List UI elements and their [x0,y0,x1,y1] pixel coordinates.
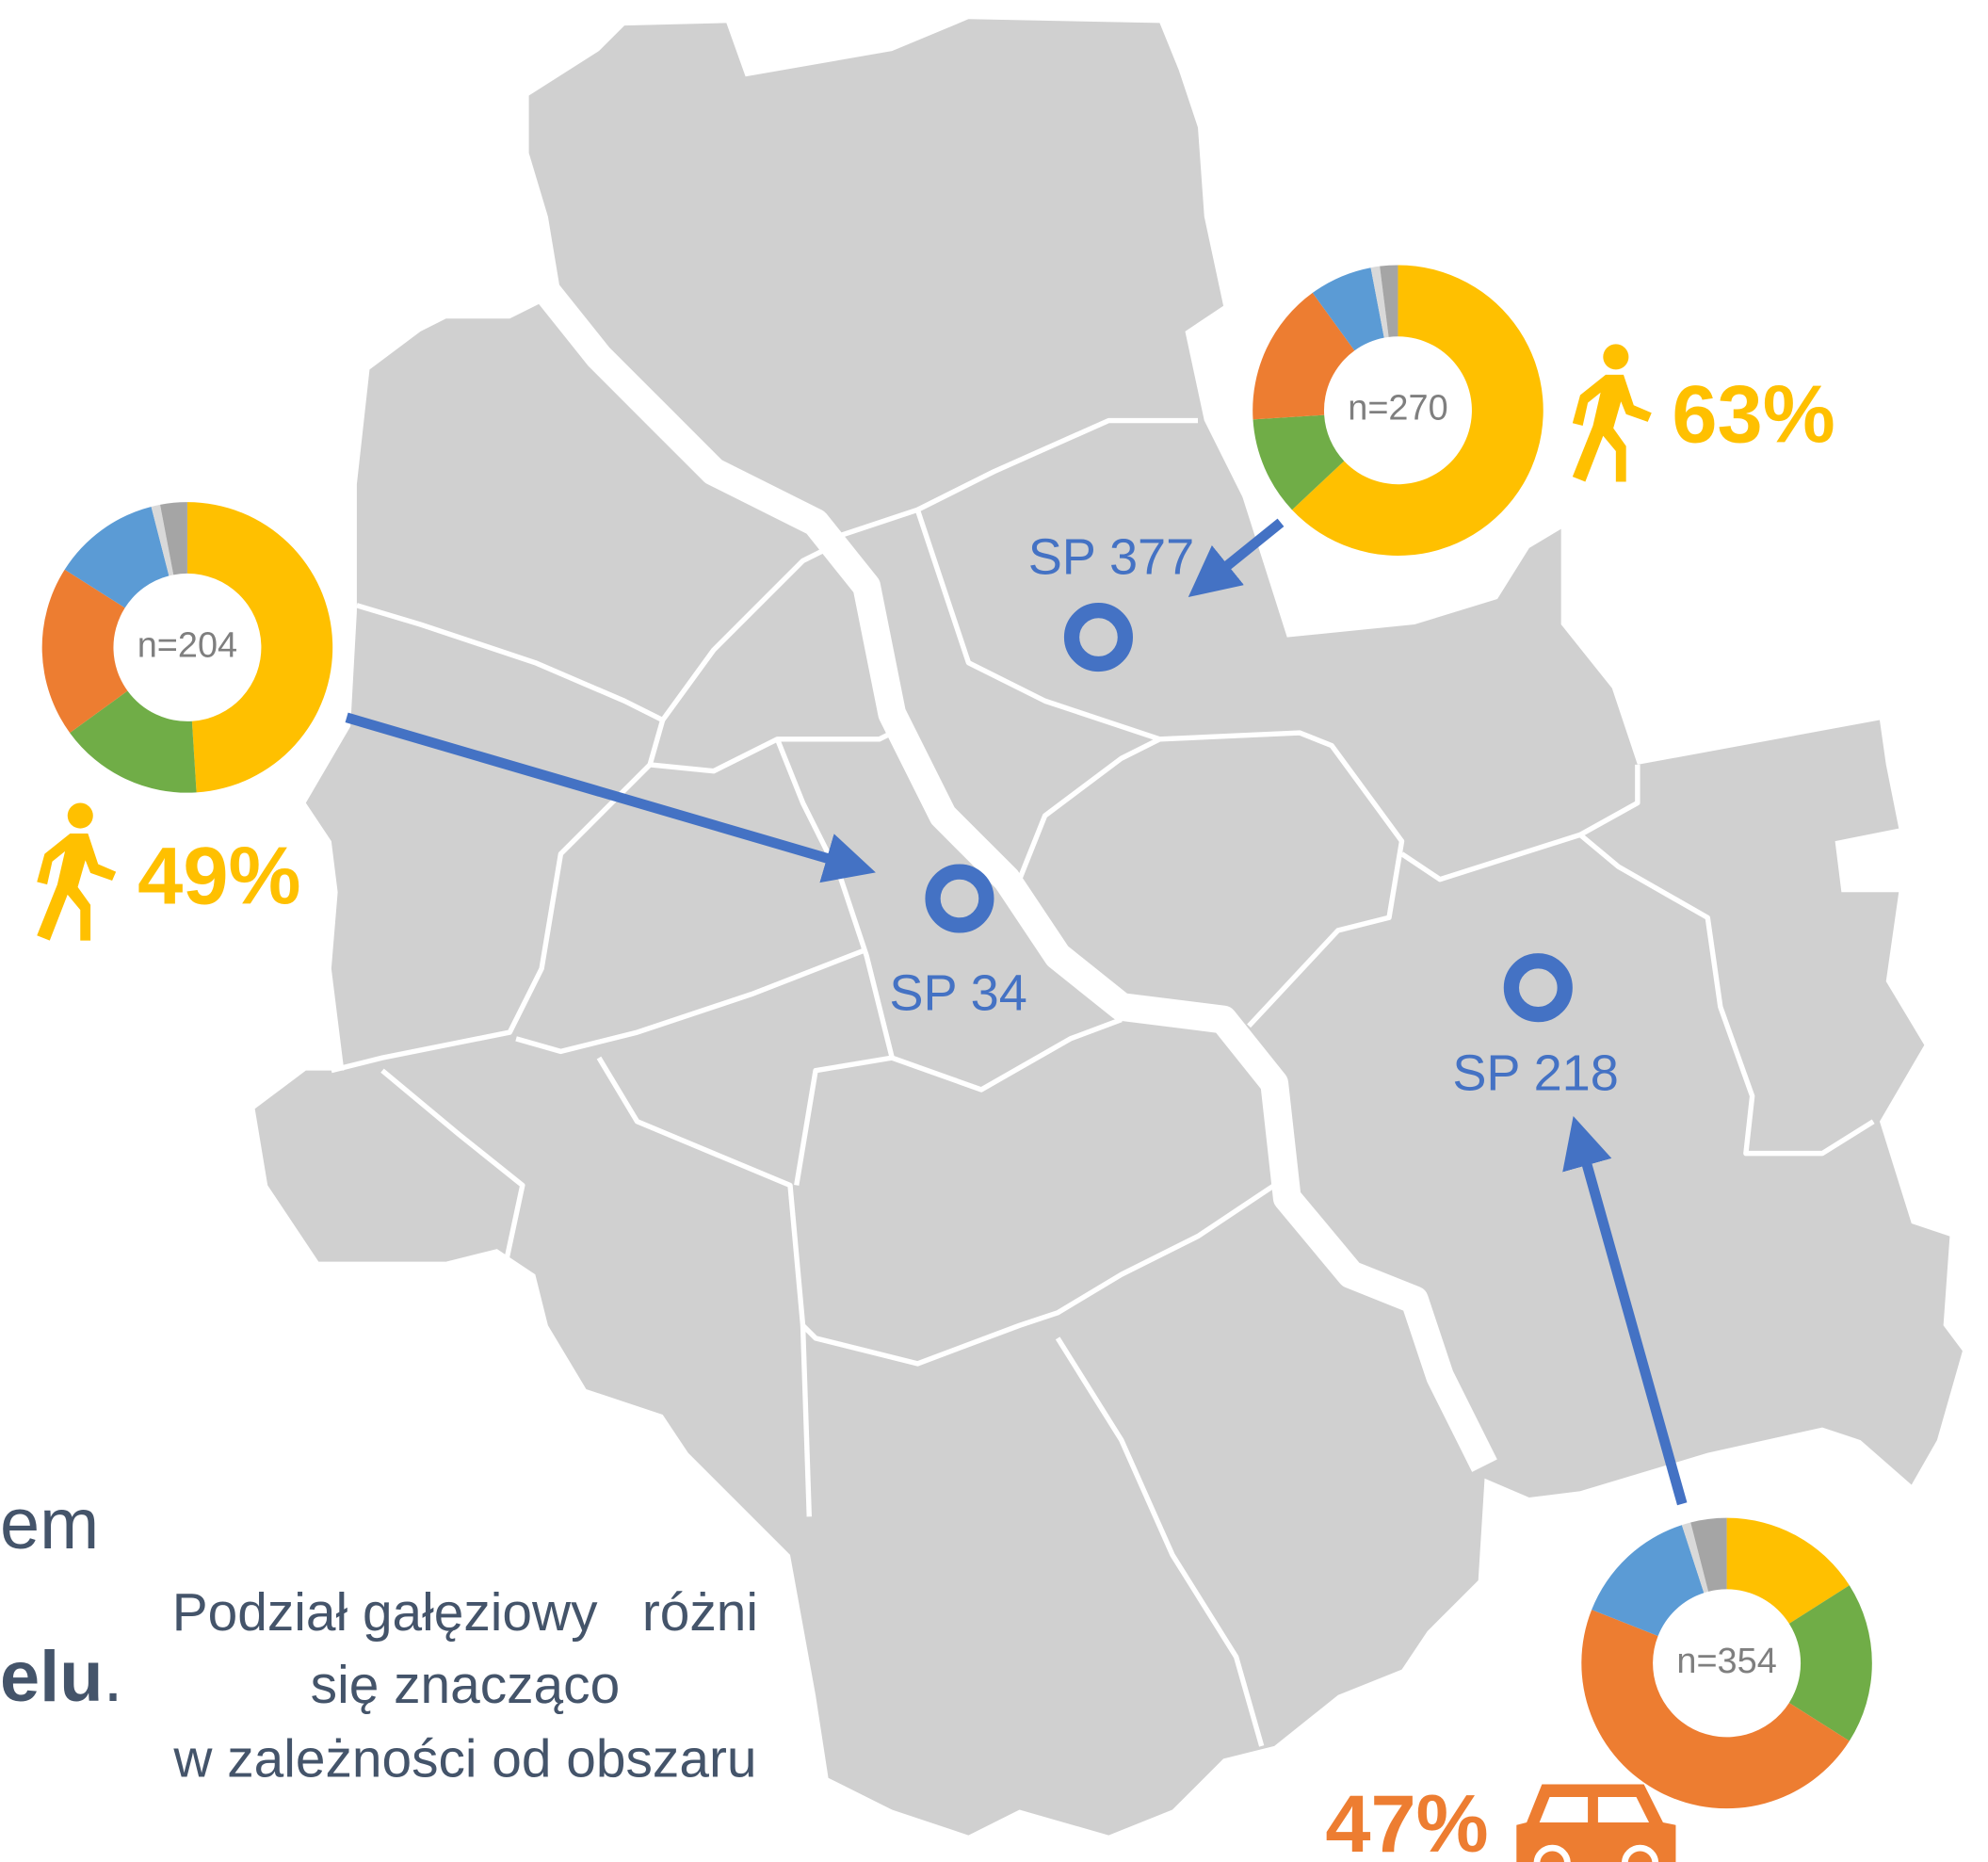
cut-text: elu. [0,1637,123,1717]
caption-line: Podział gałęziowy różni [172,1583,758,1643]
cut-text-end: . [103,1637,122,1717]
arrow [345,712,876,883]
caption-line: w zależności od obszaru [172,1729,756,1789]
district-border [647,719,894,774]
district-border [356,539,843,723]
donut-segment [1292,265,1544,556]
mode-share: 63% [1672,369,1834,460]
donut-segment [1788,1585,1872,1741]
arrows [345,518,1688,1506]
walk-icon [37,802,117,941]
district-border [1400,832,1875,1157]
donut-segment [160,502,187,575]
school-marker [1503,953,1573,1023]
map [254,19,1963,1836]
car-icon [1516,1784,1676,1862]
district-border [596,1056,1276,1367]
donut-segment [1253,292,1355,420]
district-border [380,1068,525,1275]
mode-share: 49% [137,831,300,921]
donut-segment [1253,414,1345,510]
district-border [794,1055,893,1186]
donut-segment [1370,266,1389,338]
donut-segment [1592,1525,1705,1637]
donut-segment [1312,267,1384,351]
river [537,283,1497,1472]
district-border [774,737,1123,1093]
donut-label: n=204 [137,625,237,665]
school-label: SP 34 [889,964,1026,1021]
donut-label: n=354 [1676,1642,1776,1681]
donut-segment [1380,265,1398,337]
donut-segment [1681,1522,1709,1594]
district-border [1017,737,1161,881]
donut-segment [1581,1610,1850,1809]
arrow [1562,1116,1688,1506]
district-border [840,417,1199,538]
cut-text-bold: elu [0,1637,103,1717]
district-border [1055,1336,1265,1747]
donut-label: n=270 [1348,389,1447,429]
donut-segment [41,569,128,734]
donut-segment [1726,1517,1850,1624]
cut-text: em [0,1484,99,1564]
school-label: SP 218 [1452,1045,1619,1102]
district-border [331,762,653,1074]
caption-line: się znacząco [311,1656,621,1715]
district-border [515,947,868,1055]
school-label: SP 377 [1028,529,1195,586]
donut-segment [70,690,197,793]
donut-segment [1690,1517,1727,1592]
district-border [1578,764,1641,837]
donut-segment [151,504,174,576]
district-border [914,509,1405,1028]
donut-segment [186,502,333,793]
school-marker [1063,603,1133,672]
mode-share: 47% [1325,1779,1488,1862]
district-border [800,1325,812,1517]
arrow [1188,518,1285,598]
donut-segment [64,507,170,608]
school-marker [925,864,994,933]
city-outline [254,19,1963,1836]
walk-icon [1572,344,1652,482]
